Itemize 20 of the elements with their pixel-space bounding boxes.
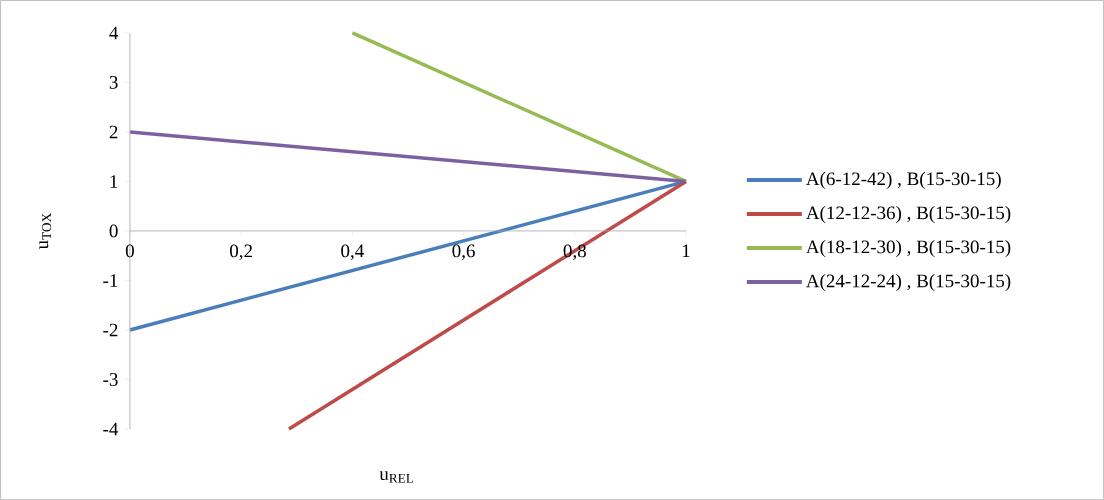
x-tick-label: 0 — [125, 244, 134, 258]
legend-label: A(6-12-42) , B(15-30-15) — [806, 171, 1001, 190]
legend-label: A(18-12-30) , B(15-30-15) — [806, 240, 1011, 258]
y-axis-title: u$_{TOX}$ — [39, 213, 52, 250]
y-tick-label: 3 — [109, 76, 118, 89]
y-tick-label: -1 — [103, 274, 118, 287]
y-tick-label: 4 — [109, 26, 119, 40]
x-axis-title: u$_{REL}$ — [379, 471, 414, 483]
y-tick-label: -3 — [103, 373, 118, 386]
y-tick-label: 1 — [110, 175, 118, 188]
x-tick-label: 1 — [682, 244, 690, 258]
y-tick-label: -2 — [103, 323, 118, 337]
legend-label: A(24-12-24) , B(15-30-15) — [806, 274, 1011, 292]
x-tick-label: 0,4 — [341, 244, 364, 261]
x-tick-label: 0,2 — [230, 244, 252, 261]
y-tick-label: 2 — [109, 125, 118, 139]
legend-label: A(12-12-36) , B(15-30-15) — [806, 205, 1011, 224]
y-tick-label: -4 — [103, 422, 119, 436]
x-tick-label: 0,6 — [452, 244, 475, 261]
y-tick-label: 0 — [109, 224, 118, 238]
